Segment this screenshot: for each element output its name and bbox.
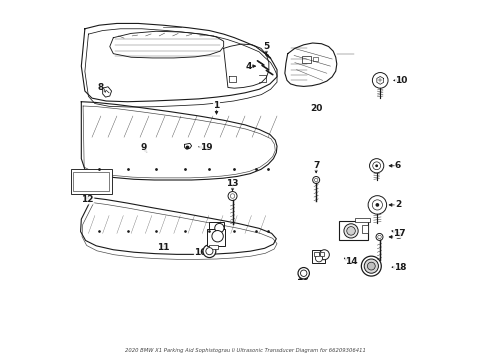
Circle shape	[375, 203, 379, 207]
Text: 7: 7	[313, 161, 319, 170]
Circle shape	[230, 194, 235, 198]
Circle shape	[368, 262, 375, 270]
Circle shape	[372, 72, 388, 88]
Text: 1: 1	[214, 101, 220, 110]
Circle shape	[215, 224, 224, 233]
Text: 16: 16	[295, 273, 308, 282]
Bar	[355, 218, 369, 222]
Bar	[302, 56, 311, 63]
Text: 3: 3	[395, 233, 401, 242]
Text: 13: 13	[226, 179, 239, 188]
Circle shape	[203, 245, 216, 257]
Text: 8: 8	[98, 83, 104, 92]
Text: 4: 4	[245, 62, 252, 71]
Circle shape	[347, 226, 355, 235]
Text: 12: 12	[81, 195, 94, 204]
Circle shape	[375, 165, 378, 167]
Circle shape	[212, 230, 223, 242]
Circle shape	[368, 195, 387, 214]
Circle shape	[316, 255, 322, 262]
Circle shape	[376, 233, 383, 240]
Circle shape	[300, 270, 307, 276]
Text: 11: 11	[157, 243, 170, 252]
Text: 6: 6	[395, 161, 401, 170]
Bar	[71, 169, 112, 194]
Circle shape	[206, 248, 213, 255]
Text: 17: 17	[393, 229, 406, 238]
Circle shape	[372, 200, 383, 210]
Bar	[207, 229, 225, 246]
Circle shape	[298, 267, 309, 279]
Text: 9: 9	[141, 144, 147, 153]
Circle shape	[378, 235, 381, 239]
Text: 16: 16	[194, 248, 207, 257]
Bar	[362, 225, 368, 233]
Bar	[74, 172, 109, 192]
Circle shape	[315, 178, 318, 182]
Circle shape	[361, 256, 381, 276]
Text: 20: 20	[310, 104, 322, 113]
Bar	[209, 245, 218, 249]
Text: 15: 15	[210, 233, 223, 242]
Bar	[339, 221, 368, 240]
Circle shape	[369, 159, 384, 173]
Circle shape	[344, 224, 358, 238]
Bar	[312, 250, 325, 263]
Text: 2020 BMW X1 Parking Aid Sophistograu Ii Ultrasonic Transducer Diagram for 662093: 2020 BMW X1 Parking Aid Sophistograu Ii …	[124, 347, 366, 352]
Text: 5: 5	[263, 42, 270, 51]
Text: 2: 2	[395, 201, 401, 210]
Text: 19: 19	[199, 144, 212, 153]
Bar	[313, 57, 318, 61]
Circle shape	[373, 162, 381, 170]
Bar	[314, 252, 319, 256]
Circle shape	[319, 250, 329, 260]
Text: 10: 10	[395, 76, 408, 85]
Bar	[319, 252, 324, 256]
Text: 14: 14	[345, 257, 358, 266]
Circle shape	[313, 176, 319, 184]
Circle shape	[364, 259, 378, 273]
Text: 18: 18	[393, 263, 406, 272]
Circle shape	[228, 192, 237, 201]
Bar	[209, 222, 223, 234]
